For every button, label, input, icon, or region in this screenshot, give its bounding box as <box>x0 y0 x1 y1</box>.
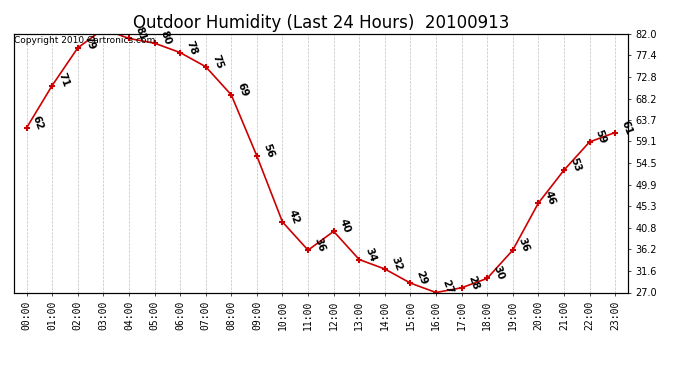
Text: 42: 42 <box>286 208 301 225</box>
Text: 36: 36 <box>517 237 531 254</box>
Title: Outdoor Humidity (Last 24 Hours)  20100913: Outdoor Humidity (Last 24 Hours) 2010091… <box>132 14 509 32</box>
Text: 32: 32 <box>389 255 404 272</box>
Text: 59: 59 <box>593 128 608 146</box>
Text: 80: 80 <box>159 30 173 46</box>
Text: 71: 71 <box>57 72 71 89</box>
Text: 29: 29 <box>415 270 429 286</box>
Text: 28: 28 <box>466 274 480 291</box>
Text: 30: 30 <box>491 265 506 282</box>
Text: 78: 78 <box>184 39 199 56</box>
Text: 61: 61 <box>619 119 633 136</box>
Text: Copyright 2010 Cartronics.com: Copyright 2010 Cartronics.com <box>14 36 156 45</box>
Text: 27: 27 <box>440 279 455 296</box>
Text: 34: 34 <box>364 246 378 263</box>
Text: 36: 36 <box>312 237 326 254</box>
Text: 81: 81 <box>133 25 148 42</box>
Text: 46: 46 <box>542 189 557 207</box>
Text: 53: 53 <box>568 156 582 174</box>
Text: 62: 62 <box>31 114 45 131</box>
Text: 56: 56 <box>261 142 275 159</box>
Text: 75: 75 <box>210 53 224 70</box>
Text: 79: 79 <box>82 34 97 51</box>
Text: 83: 83 <box>0 374 1 375</box>
Text: 40: 40 <box>338 217 352 235</box>
Text: 69: 69 <box>235 81 250 98</box>
